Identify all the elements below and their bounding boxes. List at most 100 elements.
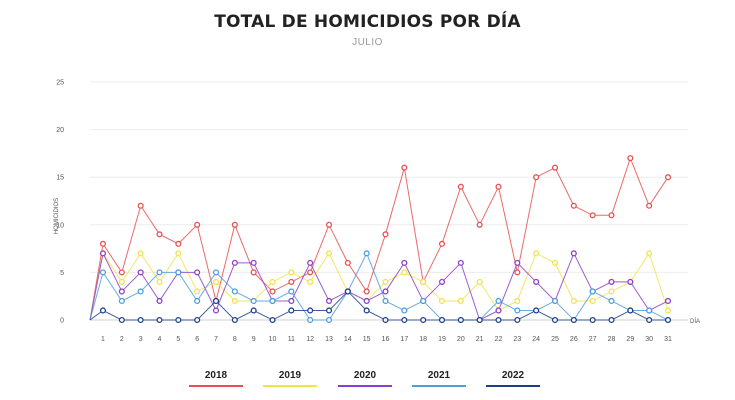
y-tick-label: 25 (56, 80, 64, 87)
data-point (608, 278, 615, 285)
data-point (495, 307, 502, 314)
series-2021 (89, 250, 672, 324)
legend-item-2022: 2022 (486, 370, 540, 387)
data-point (438, 240, 446, 247)
x-tick-label: 13 (325, 336, 333, 343)
data-point (175, 269, 182, 276)
data-point (363, 297, 370, 305)
x-axis-label: DÍA (690, 318, 700, 325)
data-point (438, 297, 446, 305)
data-point (194, 316, 201, 324)
data-point (99, 250, 107, 257)
data-point (457, 297, 464, 305)
x-tick-label: 5 (176, 336, 180, 343)
data-point (420, 297, 427, 305)
series-line (89, 252, 669, 321)
data-point (137, 316, 144, 324)
data-point (137, 288, 144, 295)
legend-label: 2019 (278, 370, 302, 381)
data-point (589, 212, 596, 219)
data-point (608, 288, 615, 295)
data-point (420, 316, 427, 324)
x-tick-label: 26 (570, 336, 578, 343)
data-point (325, 250, 333, 257)
data-point (194, 297, 201, 305)
x-tick-label: 30 (645, 336, 653, 343)
data-point (231, 221, 238, 228)
data-point (269, 278, 276, 285)
x-tick-label: 28 (608, 336, 616, 343)
data-point (664, 297, 672, 305)
series-2018 (89, 155, 672, 321)
data-point (194, 269, 201, 276)
data-point (401, 307, 408, 314)
data-point (570, 250, 577, 257)
chart-subtitle: JULIO (352, 37, 383, 48)
x-tick-label: 29 (626, 336, 634, 343)
data-point (250, 307, 257, 314)
y-tick-labels: 0 5 10 15 20 25 (56, 80, 64, 325)
data-point (175, 316, 182, 324)
data-point (476, 316, 483, 324)
data-point (194, 288, 201, 295)
data-point (514, 269, 521, 276)
data-point (307, 259, 314, 266)
legend-item-2019: 2019 (263, 370, 317, 387)
data-point (231, 259, 238, 266)
data-point (589, 288, 596, 295)
data-point (457, 316, 464, 324)
y-tick-label: 20 (56, 127, 64, 134)
x-tick-label: 19 (438, 336, 446, 343)
data-point (137, 269, 144, 276)
data-point (269, 288, 276, 295)
data-point (137, 202, 144, 209)
data-point (646, 316, 653, 324)
legend-item-2020: 2020 (338, 370, 392, 387)
data-point (288, 269, 295, 276)
data-point (99, 269, 107, 276)
data-point (401, 269, 408, 276)
x-tick-label: 4 (158, 336, 162, 343)
data-point (194, 221, 201, 228)
series-line (89, 252, 669, 321)
data-point (325, 221, 333, 228)
data-point (212, 278, 220, 285)
series-line (89, 156, 669, 321)
data-point (646, 250, 653, 257)
x-tick-label: 21 (476, 336, 484, 343)
data-point (382, 288, 389, 295)
data-point (118, 297, 125, 305)
series-line (89, 290, 668, 321)
data-point (495, 316, 502, 324)
data-point (175, 240, 182, 247)
data-point (457, 183, 464, 190)
data-point (382, 278, 389, 285)
data-point (137, 250, 144, 257)
x-tick-label: 11 (288, 336, 295, 343)
series-group (89, 155, 672, 324)
x-tick-label: 18 (419, 336, 427, 343)
x-tick-labels: 1 2 3 4 5 6 7 8 9 10 11 12 13 14 15 16 17 18 19 20 21 22 23 24 2… (101, 336, 672, 343)
data-point (212, 269, 220, 276)
data-point (627, 155, 634, 162)
x-tick-label: 24 (532, 336, 540, 343)
data-point (533, 278, 540, 285)
data-point (269, 297, 276, 305)
data-point (363, 250, 370, 257)
data-point (608, 316, 615, 324)
legend-swatch (263, 385, 317, 387)
legend-item-2021: 2021 (412, 370, 466, 387)
gridlines (90, 81, 688, 321)
data-point (646, 307, 653, 314)
legend: 2018 2019 2020 2021 2022 (0, 370, 735, 392)
data-point (420, 278, 427, 285)
x-tick-label: 20 (457, 336, 465, 343)
data-point (589, 316, 596, 324)
data-point (438, 278, 446, 285)
data-point (533, 307, 540, 314)
x-tick-label: 17 (400, 336, 408, 343)
data-point (118, 269, 125, 276)
x-tick-label: 1 (101, 336, 105, 343)
data-point (608, 297, 615, 305)
